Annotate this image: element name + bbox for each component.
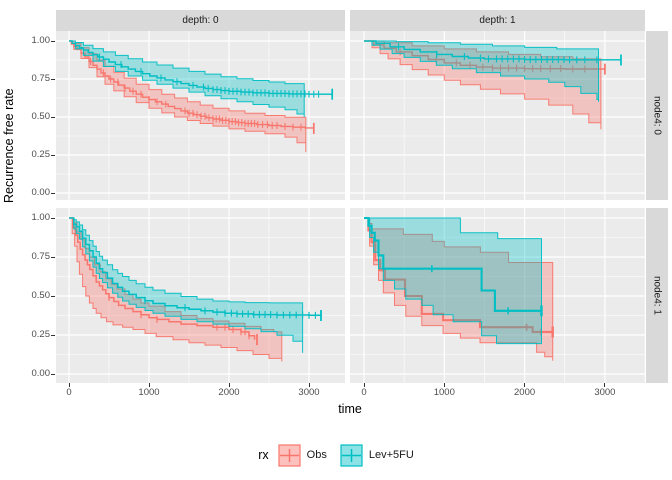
x-tick-label: 3000 <box>594 387 616 398</box>
y-tick-mark <box>51 116 55 118</box>
x-tick-label: 1000 <box>138 387 160 398</box>
y-tick-label: 0.75 <box>31 73 51 84</box>
facet-strip-depth-1: depth: 1 <box>350 10 645 31</box>
y-tick-mark <box>51 334 55 336</box>
y-tick-label: 1.00 <box>31 35 51 46</box>
y-tick-label: 0.50 <box>31 290 51 301</box>
facet-strip-label: node4: 1 <box>651 276 663 315</box>
y-tick-mark <box>51 78 55 80</box>
x-tick-label: 2000 <box>218 387 240 398</box>
legend-key-obs-icon <box>278 443 301 467</box>
y-tick-label: 0.75 <box>31 251 51 262</box>
panel-depth0-node40 <box>56 31 345 200</box>
y-tick-label: 1.00 <box>31 212 51 223</box>
x-tick-mark <box>443 383 445 387</box>
facet-strip-depth-0: depth: 0 <box>56 10 345 31</box>
x-tick-mark <box>524 383 526 387</box>
legend: rx Obs Lev+5FU <box>0 439 672 471</box>
x-tick-mark <box>604 383 606 387</box>
x-tick-label: 2000 <box>514 387 536 398</box>
x-tick-label: 1000 <box>433 387 455 398</box>
x-tick-mark <box>68 383 70 387</box>
panel-depth1-node41 <box>350 208 645 383</box>
y-axis-title: Recurrence free rate <box>2 88 16 203</box>
legend-key-lev5fu-icon <box>340 443 363 467</box>
legend-title: rx <box>258 448 269 462</box>
y-tick-label: 0.00 <box>31 187 51 198</box>
facet-strip-label: depth: 1 <box>479 15 516 26</box>
x-tick-mark <box>363 383 365 387</box>
y-tick-label: 0.00 <box>31 368 51 379</box>
x-tick-label: 0 <box>66 387 72 398</box>
facet-strip-label: node4: 0 <box>651 96 663 135</box>
x-tick-mark <box>308 383 310 387</box>
x-tick-label: 0 <box>361 387 367 398</box>
y-tick-mark <box>51 40 55 42</box>
facet-strip-node4-0: node4: 0 <box>646 31 668 200</box>
facet-strip-label: depth: 0 <box>182 15 219 26</box>
facet-strip-node4-1: node4: 1 <box>646 208 668 383</box>
y-tick-label: 0.25 <box>31 149 51 160</box>
panel-depth1-node40 <box>350 31 645 200</box>
legend-label-obs: Obs <box>306 449 327 461</box>
x-tick-mark <box>228 383 230 387</box>
y-tick-mark <box>51 295 55 297</box>
x-tick-mark <box>148 383 150 387</box>
y-tick-label: 0.25 <box>31 329 51 340</box>
y-tick-mark <box>51 192 55 194</box>
panel-depth0-node41 <box>56 208 345 383</box>
y-tick-mark <box>51 154 55 156</box>
x-tick-label: 3000 <box>298 387 320 398</box>
x-axis-title: time <box>338 402 362 416</box>
y-tick-mark <box>51 256 55 258</box>
y-tick-label: 0.50 <box>31 111 51 122</box>
y-tick-mark <box>51 217 55 219</box>
legend-item-lev5fu: Lev+5FU <box>340 443 414 467</box>
legend-item-obs: Obs <box>278 443 327 467</box>
y-tick-mark <box>51 373 55 375</box>
legend-label-lev5fu: Lev+5FU <box>368 449 414 461</box>
